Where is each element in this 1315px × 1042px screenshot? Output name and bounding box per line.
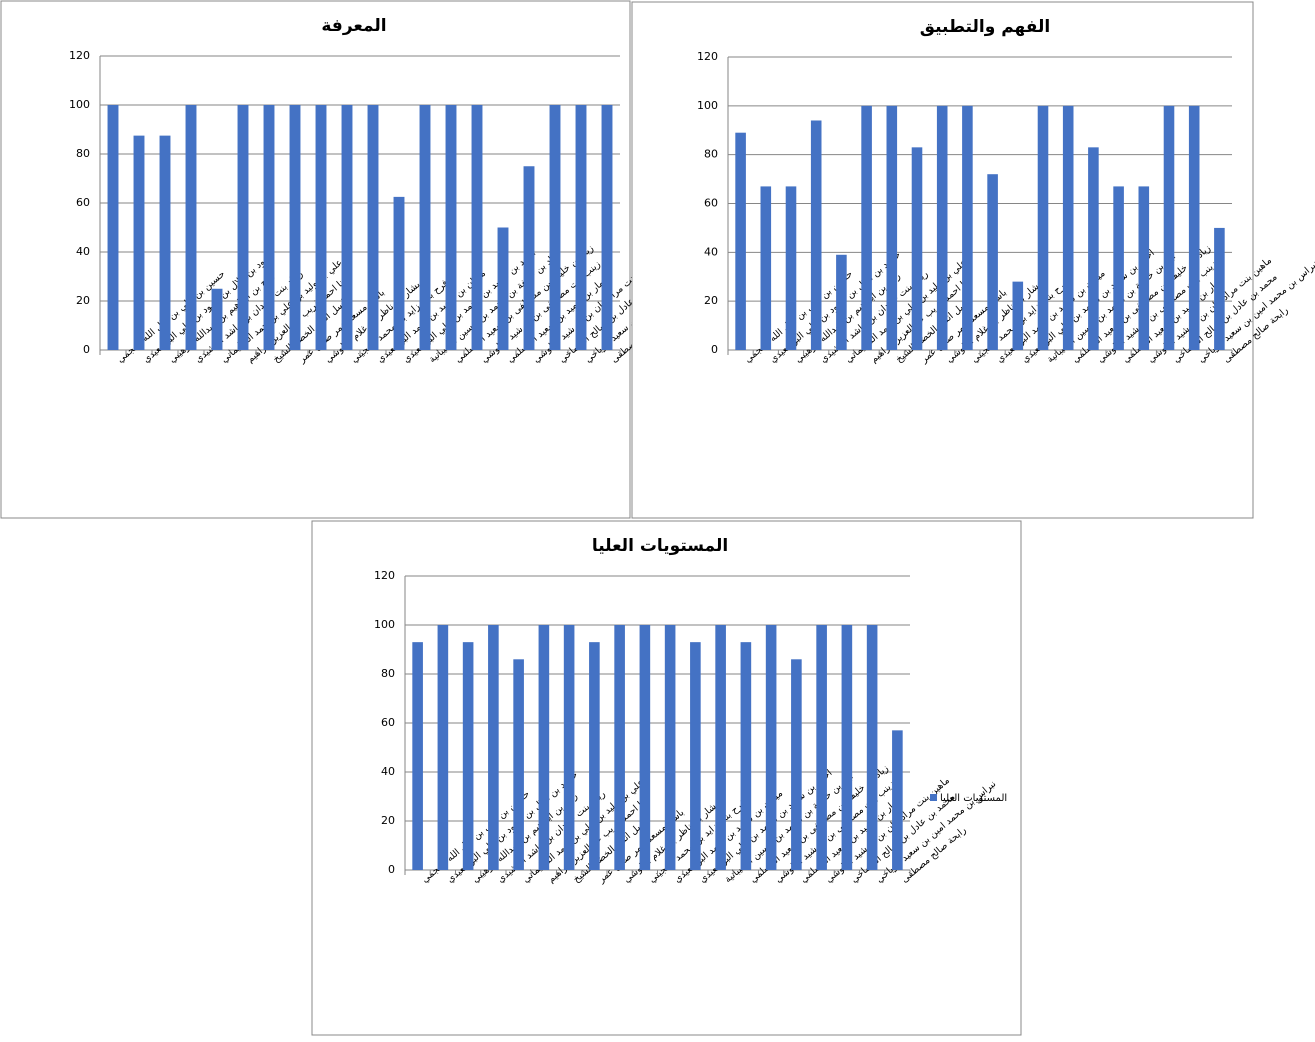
bar: [936, 105, 948, 350]
y-tick-label: 80: [76, 147, 90, 160]
bar: [1138, 186, 1150, 350]
bar: [760, 186, 772, 350]
bar: [1188, 105, 1200, 350]
bar: [614, 625, 625, 870]
y-tick-label: 40: [381, 765, 395, 778]
chart-title: المعرفة: [321, 16, 386, 36]
bar: [690, 642, 701, 870]
bar: [841, 625, 853, 870]
y-tick-label: 60: [381, 716, 395, 729]
y-tick-label: 80: [704, 148, 718, 161]
bar: [1113, 186, 1124, 350]
bar: [575, 105, 587, 350]
y-tick-label: 40: [76, 245, 90, 258]
y-tick-label: 20: [704, 294, 718, 307]
bar: [393, 196, 405, 350]
bar: [639, 625, 651, 870]
bar: [765, 625, 777, 870]
bar: [1012, 281, 1024, 350]
bar: [289, 105, 301, 350]
bar: [836, 254, 847, 350]
bar: [445, 105, 457, 350]
y-tick-label: 100: [374, 618, 395, 631]
y-tick-label: 20: [381, 814, 395, 827]
bar: [735, 132, 746, 350]
bar: [185, 105, 197, 350]
bar: [437, 625, 449, 870]
bar: [715, 625, 726, 870]
chart-frame: [0, 0, 631, 519]
bar: [740, 642, 752, 870]
y-tick-label: 100: [69, 98, 90, 111]
legend-label: المستويات العليا: [940, 793, 1007, 804]
bar: [412, 642, 423, 870]
bar: [563, 625, 575, 870]
y-tick-label: 120: [69, 49, 90, 62]
y-tick-label: 80: [381, 667, 395, 680]
bar: [367, 105, 379, 350]
bar: [159, 135, 171, 350]
chart-title: المستويات العليا: [592, 536, 728, 556]
bar: [471, 105, 483, 350]
bar: [107, 105, 119, 350]
y-tick-label: 100: [697, 99, 718, 112]
bar: [1037, 105, 1049, 350]
bar: [497, 227, 509, 350]
bar: [791, 659, 802, 870]
bar: [419, 105, 431, 350]
bar: [892, 730, 903, 870]
bar: [488, 625, 499, 870]
bar: [211, 288, 223, 350]
bar: [549, 105, 561, 350]
bar: [237, 105, 249, 350]
y-tick-label: 20: [76, 294, 90, 307]
bar: [601, 105, 613, 350]
bar: [816, 625, 827, 870]
bar: [785, 186, 797, 350]
bar: [1163, 105, 1175, 350]
bar: [962, 105, 973, 350]
bar: [523, 166, 535, 350]
bar: [861, 105, 872, 350]
bar: [886, 105, 898, 350]
y-tick-label: 60: [704, 197, 718, 210]
y-tick-label: 120: [697, 50, 718, 63]
y-tick-label: 40: [704, 245, 718, 258]
legend-swatch: [930, 794, 937, 801]
y-tick-label: 0: [388, 863, 395, 876]
y-tick-label: 0: [711, 343, 718, 356]
chart-title: الفهم والتطبيق: [920, 17, 1050, 37]
bar: [664, 625, 676, 870]
y-tick-label: 0: [83, 343, 90, 356]
bar: [263, 105, 275, 350]
bar: [1214, 227, 1225, 350]
bar: [133, 135, 145, 350]
bar: [513, 659, 524, 870]
bar: [462, 642, 474, 870]
bar: [866, 625, 878, 870]
y-tick-label: 120: [374, 569, 395, 582]
bar: [341, 105, 353, 350]
bar: [1088, 147, 1099, 350]
y-tick-label: 60: [76, 196, 90, 209]
bar: [911, 147, 923, 350]
bar: [315, 105, 327, 350]
bar: [810, 120, 822, 350]
bar: [538, 625, 550, 870]
bar: [987, 174, 998, 350]
bar: [1062, 105, 1074, 350]
bar: [589, 642, 600, 870]
